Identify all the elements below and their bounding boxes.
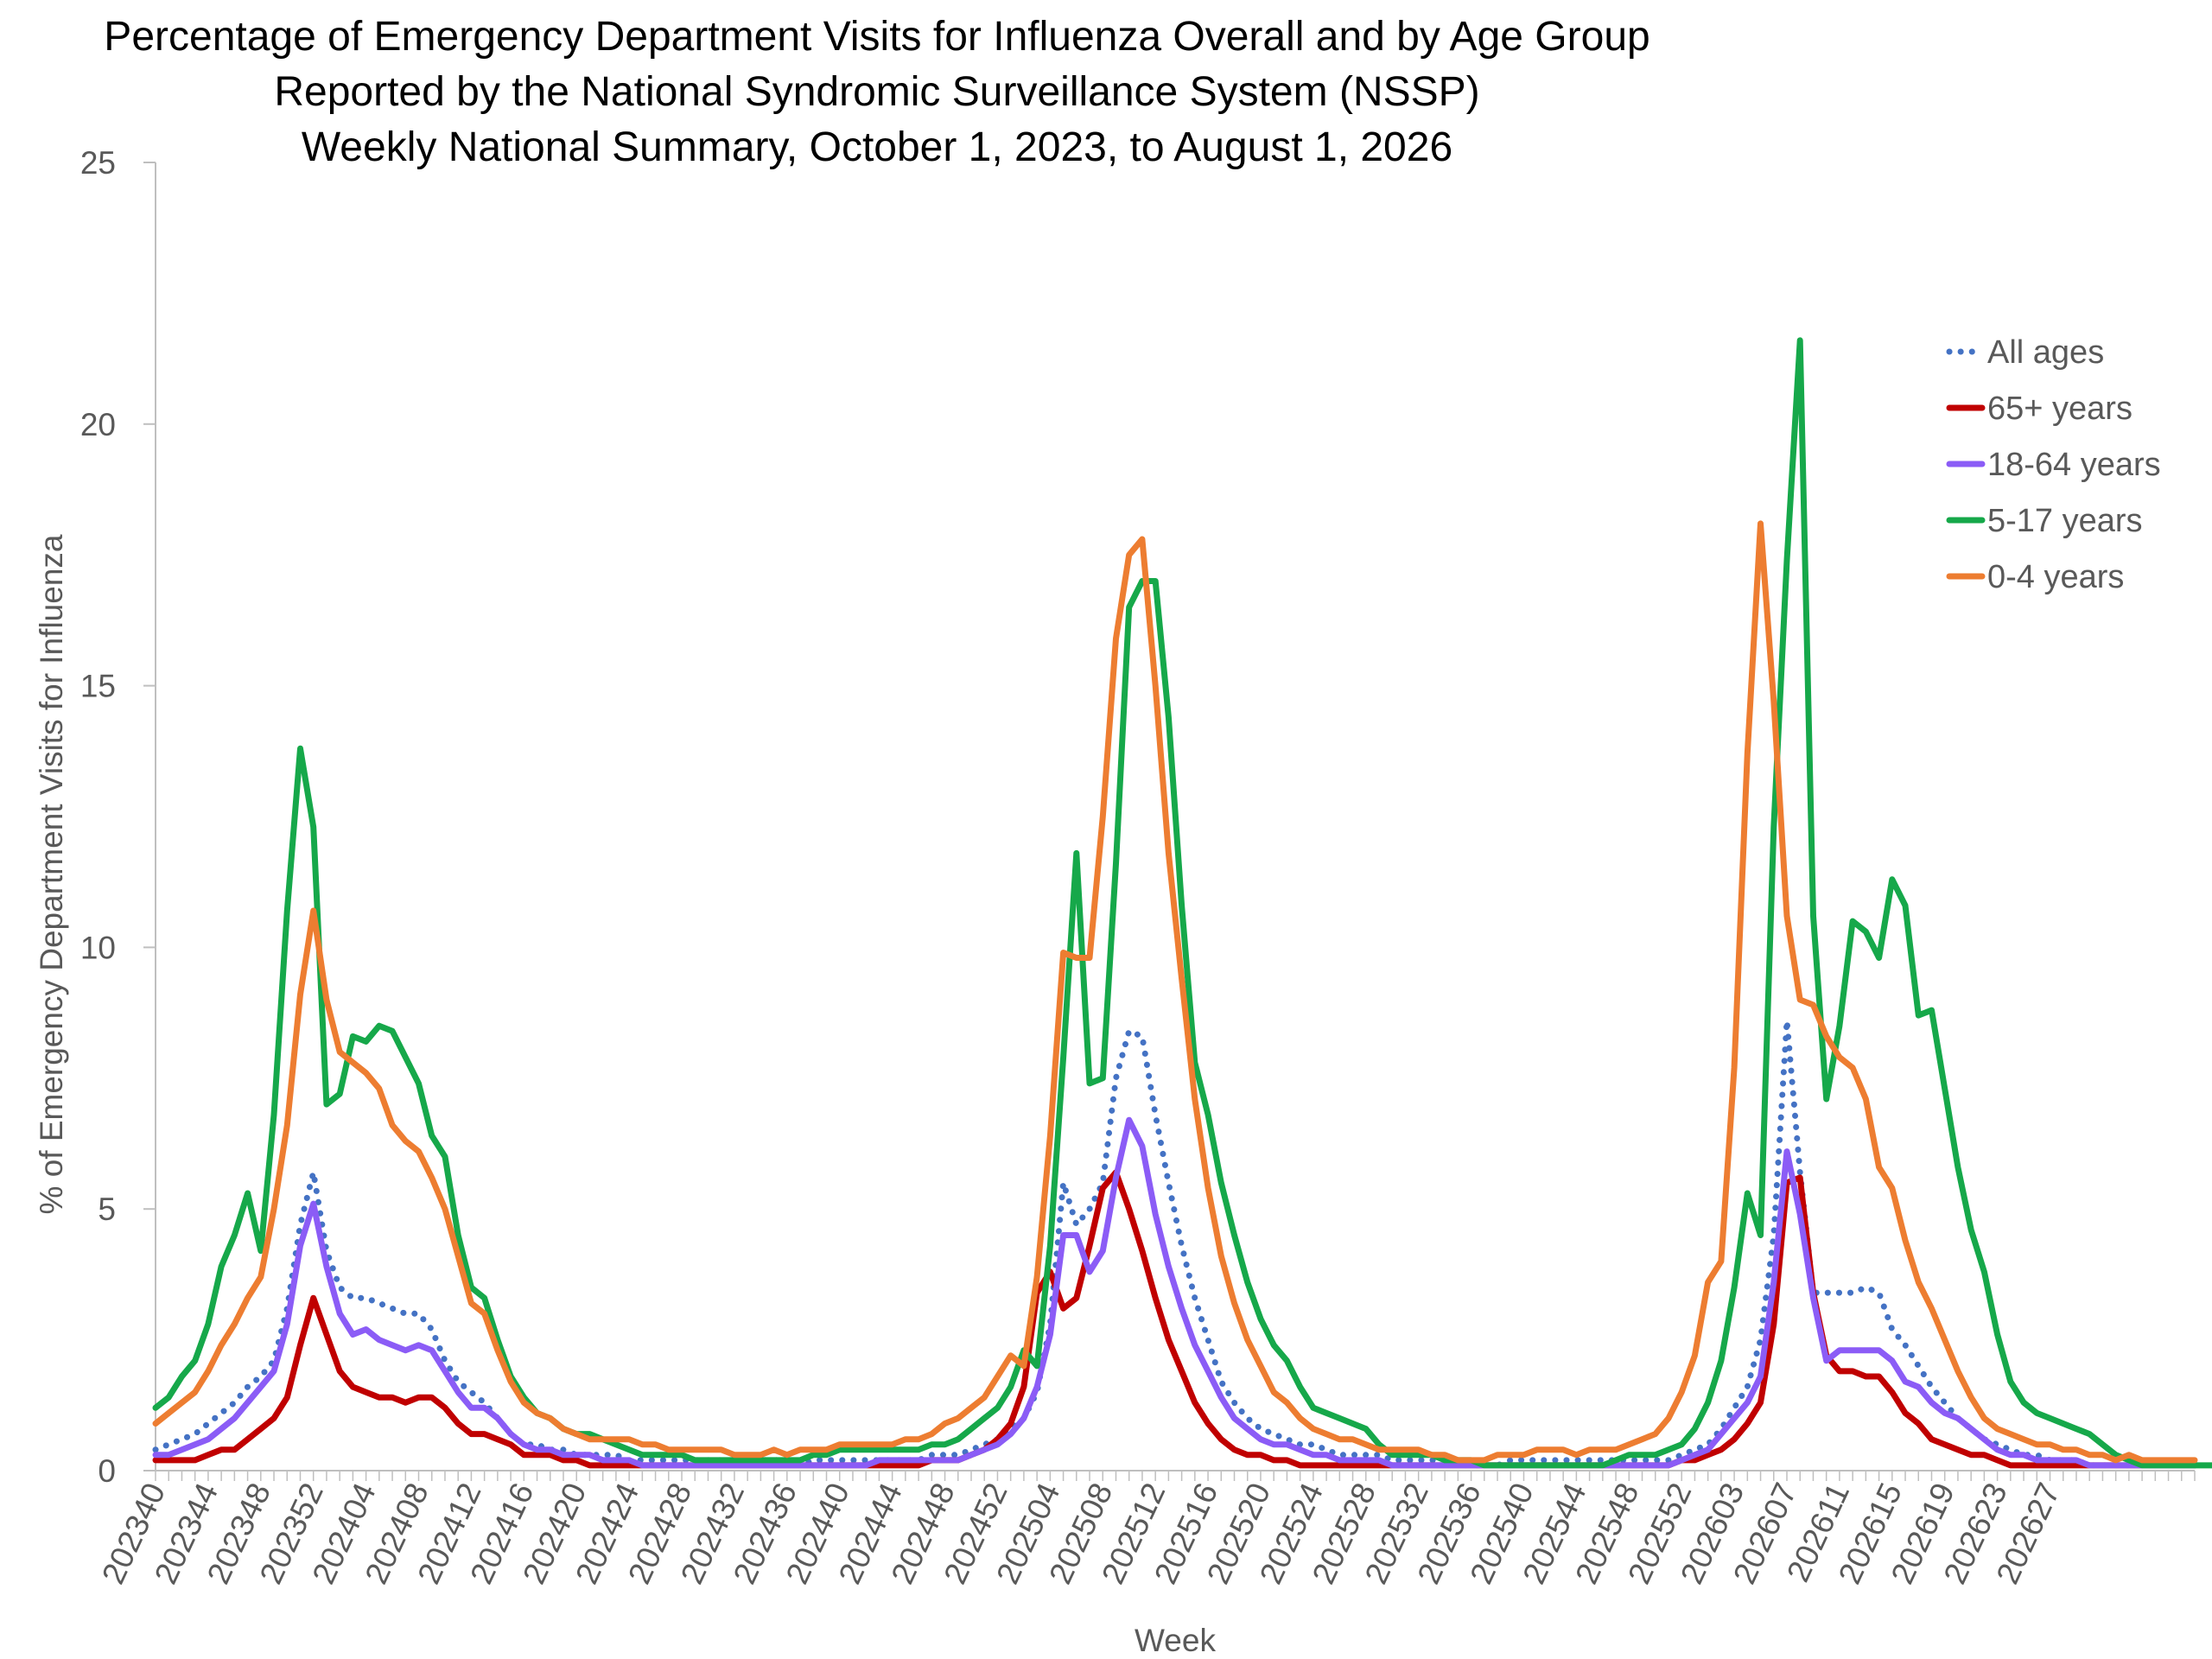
legend-label-0-4-years: 0-4 years [1987, 559, 2124, 595]
axes [155, 162, 2195, 1471]
legend-label-all-ages: All ages [1987, 334, 2104, 371]
title-line-1: Percentage of Emergency Department Visit… [104, 14, 1649, 60]
y-tick-label: 0 [98, 1453, 116, 1489]
y-tick-label: 5 [98, 1192, 116, 1227]
title-line-3: Weekly National Summary, October 1, 2023… [302, 124, 1452, 170]
title-line-2: Reported by the National Syndromic Surve… [274, 69, 1479, 115]
series-line-0-4-years [152, 520, 2198, 1464]
y-tick-label: 10 [80, 930, 116, 965]
legend: All ages 65+ years 18-64 years 5-17 years 0-… [1946, 334, 2161, 595]
series-line-65plus-years [152, 1169, 2198, 1469]
legend-label-5-17-years: 5-17 years [1987, 503, 2143, 539]
y-tick-label: 15 [80, 669, 116, 704]
y-tick-label: 25 [80, 145, 116, 181]
y-axis-ticks: 0 5 10 15 20 25 [80, 145, 156, 1489]
x-axis-title: Week [1135, 1623, 1216, 1658]
y-axis-title: % of Emergency Department Visits for Inf… [34, 534, 69, 1214]
series-line-5-17-years [152, 337, 2212, 1469]
chart-title: Percentage of Emergency Department Visit… [104, 14, 1649, 170]
y-tick-label: 20 [80, 407, 116, 442]
series-lines [152, 337, 2212, 1469]
legend-label-65plus-years: 65+ years [1987, 391, 2133, 427]
legend-label-18-64-years: 18-64 years [1987, 447, 2161, 483]
series-line-18-64-years [152, 1116, 2198, 1469]
x-axis-ticks: 2023402023442023482023522024042024082024… [95, 1471, 2196, 1589]
